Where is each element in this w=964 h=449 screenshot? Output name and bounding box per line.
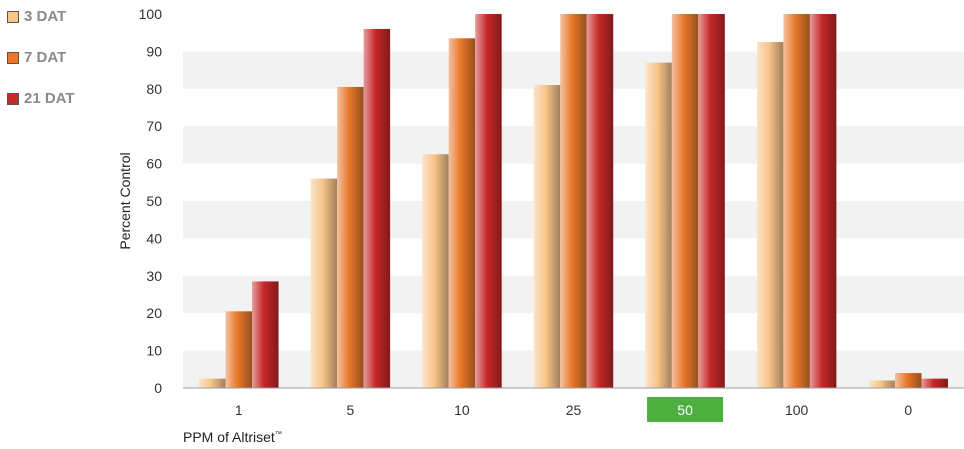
x-axis-ticks: 1 5 10 25 50 100 0 <box>235 397 912 422</box>
trademark-mark: ™ <box>275 431 282 438</box>
bar-21-dat-25 <box>586 14 614 388</box>
bar-7-dat-100 <box>783 14 810 388</box>
bar-3-dat-10 <box>422 154 449 388</box>
x-axis-label: PPM of Altriset™ <box>183 429 282 445</box>
x-tick-label: 1 <box>235 402 243 418</box>
x-tick-label: 50 <box>677 402 693 418</box>
bar-3-dat-1 <box>199 378 226 388</box>
legend-item: 21 DAT <box>7 88 75 109</box>
bar-21-dat-5 <box>363 28 391 389</box>
y-tick-label: 70 <box>146 118 162 134</box>
legend-label: 7 DAT <box>24 49 67 66</box>
y-axis-ticks: 0 10 20 30 40 50 60 70 80 90 100 <box>139 6 163 396</box>
bar-3-dat-50 <box>645 62 672 389</box>
bar-3-dat-5 <box>310 178 338 388</box>
bar-7-dat-5 <box>337 86 364 389</box>
bar-7-dat-1 <box>225 311 253 388</box>
y-tick-label: 30 <box>146 268 162 284</box>
bar-21-dat-0 <box>921 378 948 388</box>
bar-21-dat-50 <box>698 14 725 388</box>
y-tick-label: 90 <box>146 43 162 59</box>
legend-swatch <box>7 51 19 64</box>
legend-swatch <box>7 10 19 23</box>
legend: 3 DAT 7 DAT 21 DAT <box>7 6 75 129</box>
x-tick-label: 0 <box>904 402 912 418</box>
bar-3-dat-0 <box>868 380 895 388</box>
bar-7-dat-10 <box>448 38 476 389</box>
legend-label: 21 DAT <box>24 90 75 107</box>
y-tick-label: 50 <box>146 193 162 209</box>
bar-3-dat-100 <box>756 42 784 389</box>
bar-7-dat-0 <box>894 373 922 388</box>
y-tick-label: 40 <box>146 230 162 246</box>
x-tick-label: 25 <box>566 402 582 418</box>
y-tick-label: 60 <box>146 156 162 172</box>
bar-21-dat-10 <box>475 14 502 388</box>
x-tick-label: 5 <box>346 402 354 418</box>
y-axis-label: Percent Control <box>117 152 133 249</box>
x-tick-highlight <box>647 397 724 422</box>
y-tick-label: 100 <box>139 6 163 22</box>
x-tick-label: 100 <box>785 402 809 418</box>
bar-3-dat-25 <box>533 85 561 388</box>
bar-21-dat-100 <box>809 14 837 388</box>
legend-item: 3 DAT <box>7 6 75 27</box>
legend-label: 3 DAT <box>24 8 67 25</box>
legend-swatch <box>7 92 19 105</box>
bars <box>199 14 948 389</box>
y-tick-label: 20 <box>146 305 162 321</box>
bar-7-dat-25 <box>560 14 587 388</box>
bar-7-dat-50 <box>671 14 699 388</box>
y-tick-label: 80 <box>146 81 162 97</box>
bar-21-dat-1 <box>252 281 279 388</box>
x-tick-label: 10 <box>454 402 470 418</box>
y-tick-label: 10 <box>146 343 162 359</box>
x-axis-label-text: PPM of Altriset <box>183 429 275 445</box>
y-tick-label: 0 <box>154 380 162 396</box>
legend-item: 7 DAT <box>7 47 75 68</box>
